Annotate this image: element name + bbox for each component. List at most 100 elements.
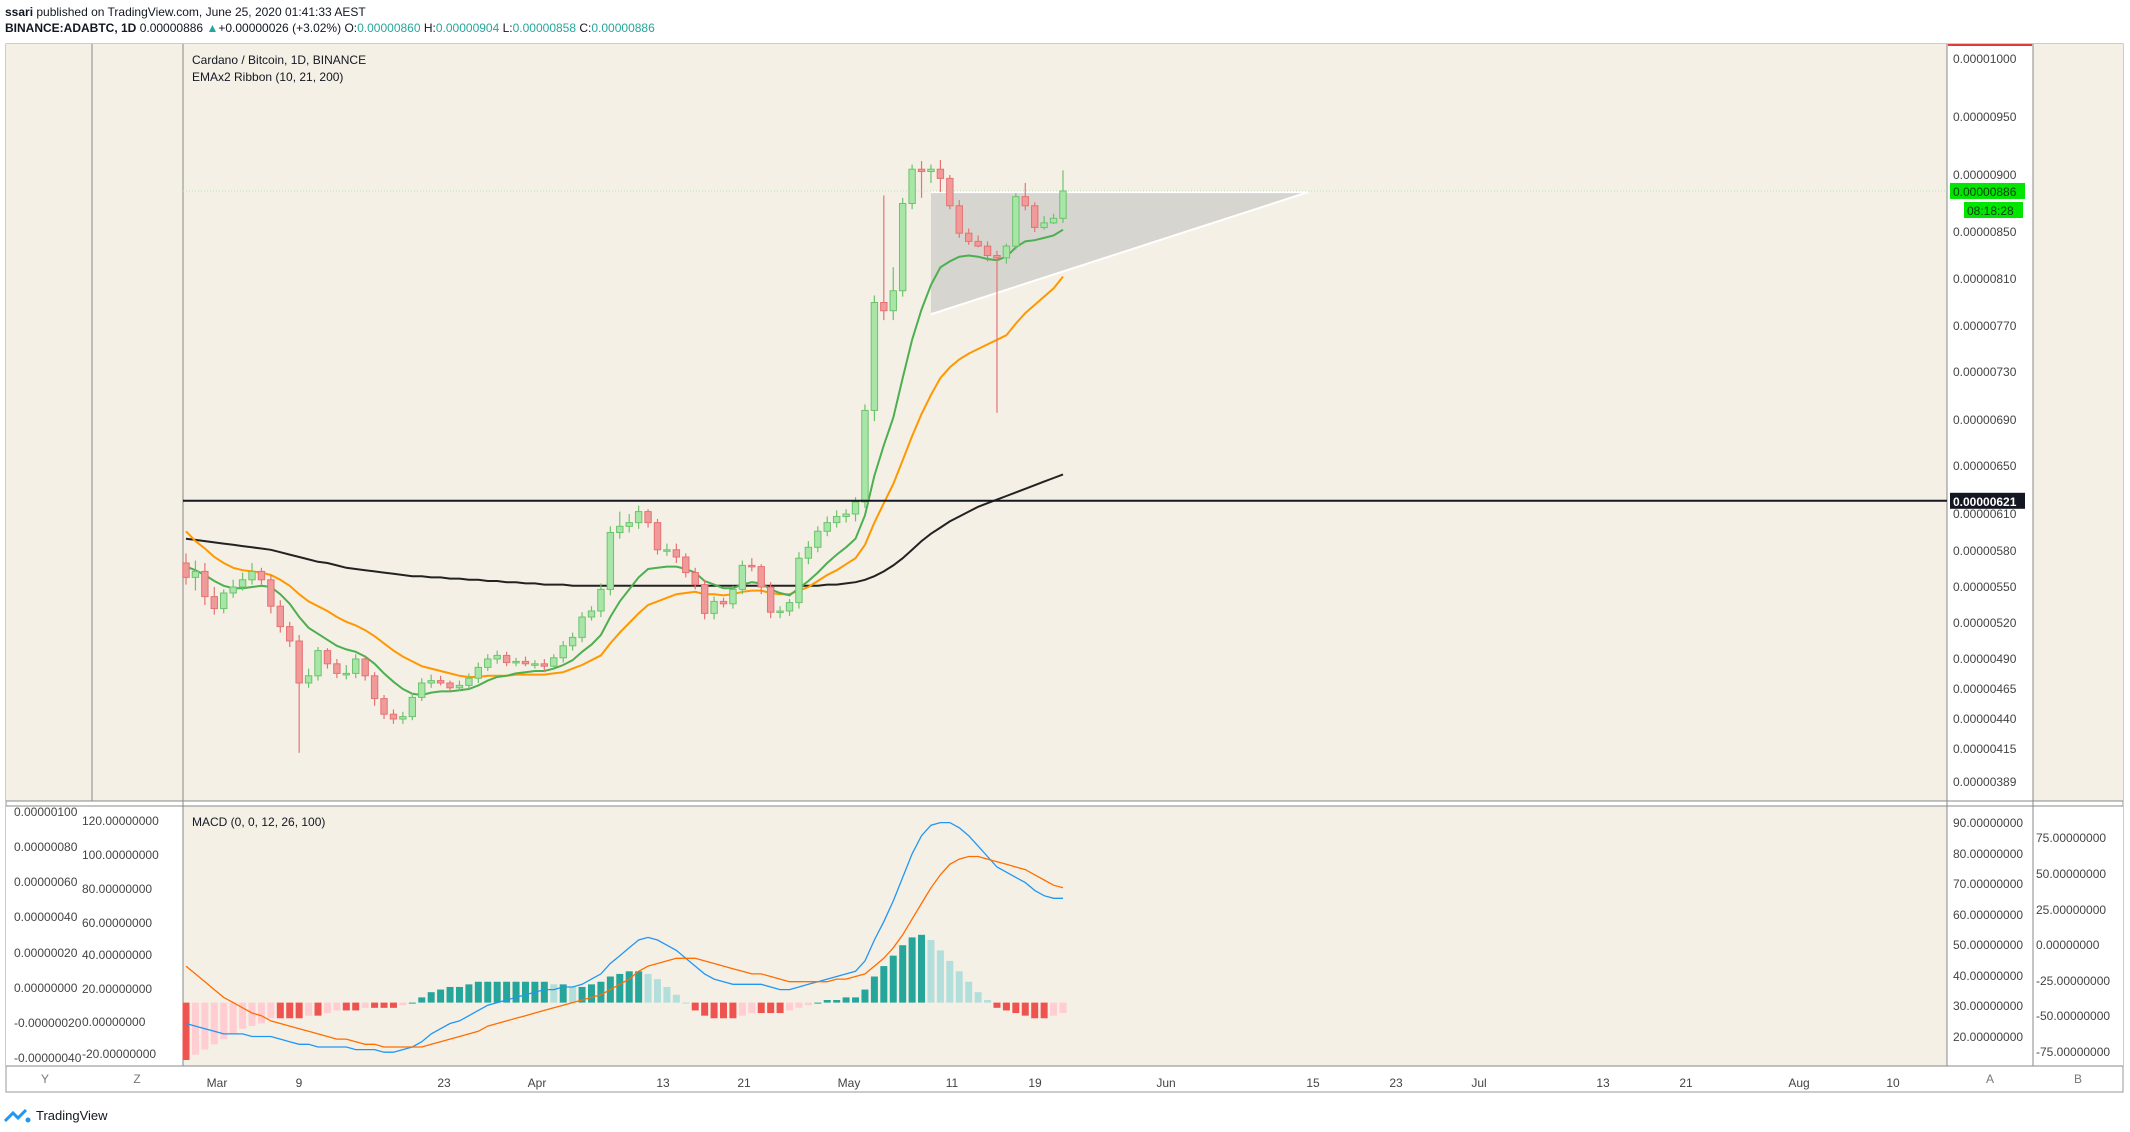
candle-body [191, 570, 200, 578]
macd-histogram-bar [191, 1002, 199, 1055]
candle-body [238, 579, 247, 588]
macd-right-tick: 60.00000000 [1953, 908, 2023, 922]
macd-histogram-bar [946, 960, 954, 1003]
macd-right-tick-2: 0.00000000 [2036, 938, 2100, 952]
candle-body [474, 666, 483, 679]
macd-histogram-bar [380, 1002, 388, 1008]
close-label: C: [579, 21, 592, 35]
up-arrow-icon: ▲ [206, 21, 219, 35]
candle-body [182, 562, 190, 578]
macd-histogram-bar [446, 986, 454, 1003]
time-tick-label: 13 [1596, 1076, 1610, 1090]
macd-left-tick: 0.00000040 [14, 910, 78, 924]
candle-body [719, 600, 728, 605]
macd-left-tick: 0.00000100 [14, 805, 78, 819]
candle-body [427, 680, 435, 684]
candle-body [540, 663, 549, 667]
symbol-label: BINANCE:ADABTC, 1D [5, 21, 137, 35]
macd-histogram-bar [663, 986, 671, 1003]
macd-histogram-bar [1002, 1002, 1010, 1011]
macd-left-tick: 0.00000020 [14, 946, 78, 960]
macd-histogram-bar [852, 997, 860, 1003]
macd-histogram-bar [767, 1002, 775, 1014]
auto-scale-button[interactable]: A [1986, 1072, 1994, 1086]
macd-histogram-bar [512, 981, 520, 1003]
candle-body [663, 549, 671, 552]
published-text: published on TradingView.com, June 25, 2… [33, 5, 366, 19]
candle-body [597, 588, 605, 612]
candle-body [606, 532, 615, 590]
macd-histogram-bar [908, 937, 916, 1003]
macd-histogram-bar [437, 989, 445, 1003]
time-tick-label: 9 [296, 1076, 303, 1090]
macd-histogram-bar [965, 981, 973, 1003]
left-scale-z [6, 44, 92, 801]
time-tick-label: 21 [737, 1076, 751, 1090]
macd-right-tick-2: -50.00000000 [2036, 1009, 2110, 1023]
time-tick-label: Apr [528, 1076, 547, 1090]
candle-body [276, 605, 285, 628]
macd-histogram-bar [342, 1002, 350, 1011]
macd-histogram-bar [493, 981, 501, 1003]
candle-body [361, 658, 369, 677]
candle-body [257, 570, 266, 581]
candle-body [201, 570, 209, 598]
price-tick-label: 0.00000690 [1953, 413, 2017, 427]
time-tick-label: 19 [1028, 1076, 1042, 1090]
footer: TradingView [4, 1108, 108, 1123]
candle-body [804, 546, 813, 559]
time-tick-label: 11 [946, 1076, 959, 1090]
candle-body [1031, 205, 1039, 228]
price-axis: 0.00001000 0.00000950 0.00000900 0.00000850… [1953, 52, 2017, 789]
candle-body [333, 663, 341, 674]
candle-body [304, 675, 313, 684]
candle-body [455, 684, 464, 689]
candle-body [795, 557, 803, 604]
candle-body [700, 584, 709, 614]
price-tick-label: 0.00000610 [1953, 507, 2017, 521]
candle-body [267, 579, 275, 607]
macd-histogram-bar [757, 1002, 765, 1014]
publisher-name: ssari [5, 5, 34, 19]
macd-right-tick: 30.00000000 [1953, 999, 2023, 1013]
macd-histogram-bar [936, 950, 944, 1003]
ohlc-line: BINANCE:ADABTC, 1D 0.00000886 ▲+0.000000… [5, 21, 655, 35]
ema-200-line [185, 473, 1064, 587]
b-scale-button[interactable]: B [2074, 1072, 2082, 1086]
macd-right-tick: 40.00000000 [1953, 969, 2023, 983]
macd-right-tick-2: 75.00000000 [2036, 831, 2106, 845]
countdown-text: 08:18:28 [1967, 204, 2014, 218]
ema-ribbon [185, 228, 1064, 697]
macd-histogram-bar [295, 1002, 303, 1019]
macd-histogram-bar [503, 981, 511, 1003]
ema-10-line [185, 228, 1064, 697]
macd-histogram-bar [267, 1002, 275, 1019]
macd-histogram-bar [578, 986, 586, 1003]
candle-body [964, 232, 973, 242]
macd-right-tick: 50.00000000 [1953, 938, 2023, 952]
chart-canvas[interactable]: Cardano / Bitcoin, 1D, BINANCE EMAx2 Rib… [0, 0, 2130, 1100]
candle-body [436, 680, 445, 684]
macd-left-tick: 0.00000000 [14, 981, 78, 995]
z-scale-button[interactable]: Z [133, 1072, 140, 1086]
macd-histogram-bar [644, 973, 652, 1003]
macd-label: MACD (0, 0, 12, 26, 100) [192, 815, 325, 829]
candle-body [408, 696, 417, 718]
macd-right-tick-2: 25.00000000 [2036, 903, 2106, 917]
macd-left-tick-2: 40.00000000 [82, 948, 152, 962]
ema-21-line [185, 275, 1064, 678]
macd-histogram-bar [408, 1002, 416, 1004]
candle-body [644, 511, 652, 524]
macd-histogram-bar [1031, 1002, 1039, 1019]
y-scale-button[interactable]: Y [41, 1072, 49, 1086]
macd-histogram-bar [352, 1002, 360, 1011]
candle-body [550, 657, 558, 667]
macd-histogram-bar [795, 1002, 803, 1008]
open-value: 0.00000860 [357, 21, 421, 35]
macd-histogram-bar [918, 934, 926, 1003]
price-tick-label: 0.00000850 [1953, 225, 2017, 239]
last-price: 0.00000886 [139, 21, 204, 35]
macd-histogram-bar [880, 966, 888, 1003]
macd-histogram-bar [654, 979, 661, 1003]
chart-title: Cardano / Bitcoin, 1D, BINANCE [192, 53, 366, 67]
